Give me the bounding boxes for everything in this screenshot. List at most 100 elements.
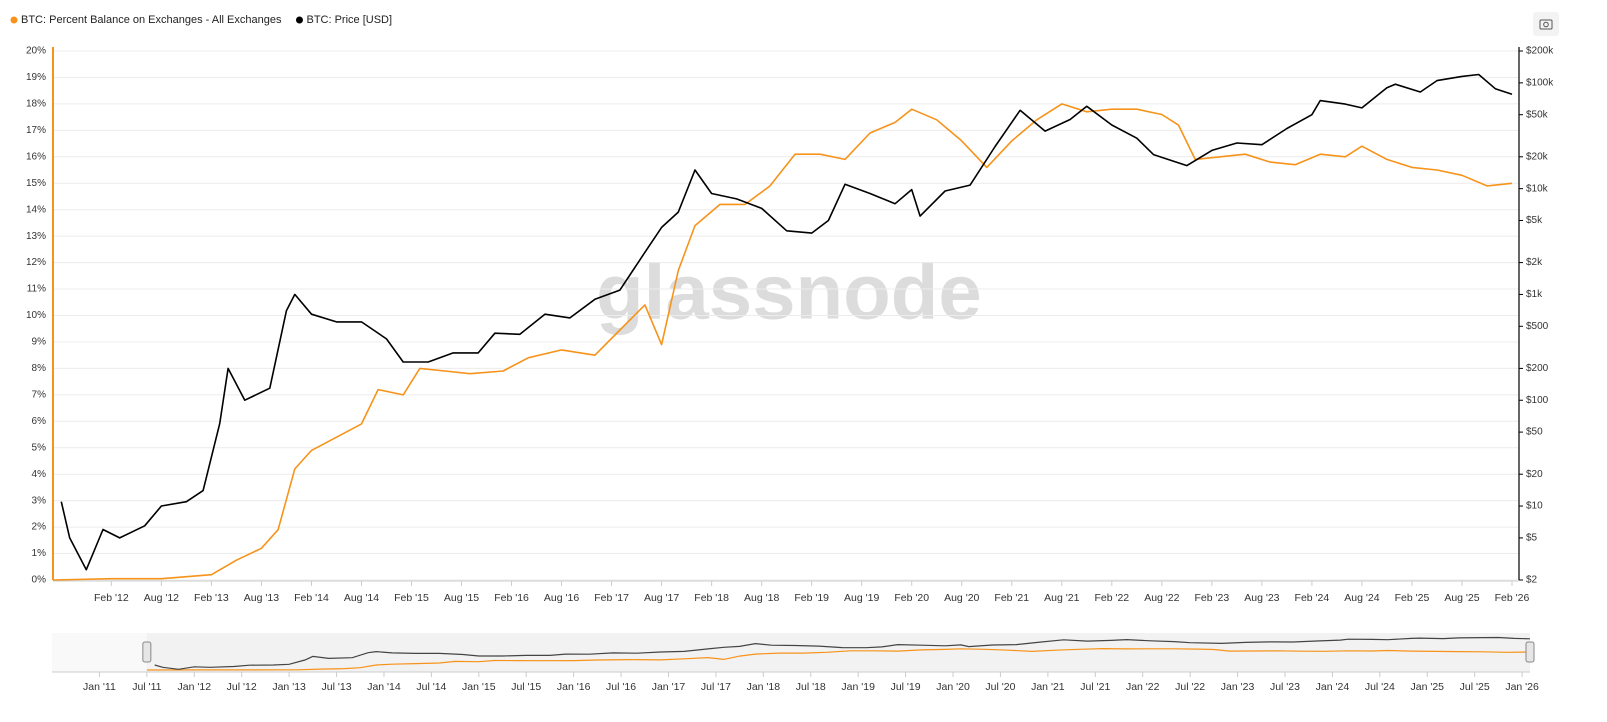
navigator-tick-label: Jul '12 — [227, 681, 257, 693]
navigator-tick-label: Jul '16 — [606, 681, 636, 693]
x-tick-label: Feb '26 — [1495, 592, 1530, 604]
x-tick-label: Aug '13 — [244, 592, 279, 604]
camera-bg[interactable] — [1533, 12, 1559, 36]
camera-lens[interactable] — [1543, 21, 1549, 28]
navigator-tick-label: Jan '22 — [1126, 681, 1160, 693]
legend-label: BTC: Price [USD] — [306, 14, 392, 26]
y2-tick-label: $2k — [1526, 257, 1543, 268]
navigator-tick-label: Jan '11 — [83, 681, 116, 693]
y-tick-label: 2% — [32, 522, 47, 533]
x-tick-label: Feb '19 — [794, 592, 829, 604]
y-tick-label: 0% — [32, 575, 47, 586]
navigator-tick-label: Jan '15 — [462, 681, 496, 693]
series-line — [60, 73, 1513, 571]
navigator-tick-label: Jul '15 — [511, 681, 541, 693]
navigator-tick-label: Jul '23 — [1270, 681, 1300, 693]
navigator-tick-label: Jan '26 — [1505, 681, 1539, 693]
y-tick-label: 12% — [26, 257, 46, 268]
y-tick-label: 20% — [26, 46, 46, 57]
y2-tick-label: $2 — [1526, 575, 1538, 586]
x-tick-label: Aug '20 — [944, 592, 979, 604]
navigator-tick-label: Jan '19 — [841, 681, 875, 693]
x-tick-label: Aug '14 — [344, 592, 379, 604]
navigator-tick-label: Jan '14 — [367, 681, 401, 693]
y-tick-label: 1% — [32, 548, 47, 559]
navigator-tick-label: Jan '23 — [1221, 681, 1255, 693]
y2-tick-label: $50k — [1526, 109, 1549, 120]
x-tick-label: Feb '17 — [594, 592, 629, 604]
y-tick-label: 19% — [26, 72, 46, 83]
navigator-tick-label: Jan '18 — [747, 681, 781, 693]
y2-tick-label: $20 — [1526, 469, 1543, 480]
y2-tick-label: $100k — [1526, 77, 1554, 88]
x-tick-label: Aug '16 — [544, 592, 579, 604]
legend-marker — [295, 16, 303, 24]
x-tick-label: Feb '21 — [994, 592, 1029, 604]
x-tick-label: Aug '12 — [144, 592, 179, 604]
x-tick-label: Feb '13 — [194, 592, 229, 604]
navigator-tick-label: Jan '20 — [936, 681, 970, 693]
y-tick-label: 13% — [26, 231, 46, 242]
navigator-tick-label: Jan '21 — [1031, 681, 1065, 693]
y-tick-label: 9% — [32, 337, 47, 348]
y-tick-label: 3% — [32, 495, 47, 506]
x-tick-label: Feb '15 — [394, 592, 429, 604]
y2-tick-label: $5 — [1526, 533, 1538, 544]
y2-tick-label: $5k — [1526, 215, 1543, 226]
navigator-tick-label: Jul '21 — [1080, 681, 1110, 693]
x-tick-label: Feb '12 — [94, 592, 129, 604]
x-tick-label: Feb '20 — [894, 592, 929, 604]
x-tick-label: Feb '18 — [694, 592, 729, 604]
y2-tick-label: $200 — [1526, 363, 1549, 374]
x-tick-label: Aug '17 — [644, 592, 679, 604]
navigator-tick-label: Jan '24 — [1316, 681, 1350, 693]
navigator-tick-label: Jul '25 — [1460, 681, 1490, 693]
navigator-tick-label: Jan '16 — [557, 681, 591, 693]
x-tick-label: Aug '19 — [844, 592, 879, 604]
x-tick-label: Feb '14 — [294, 592, 329, 604]
x-tick-label: Aug '21 — [1044, 592, 1079, 604]
y2-tick-label: $10k — [1526, 183, 1549, 194]
y2-tick-label: $1k — [1526, 289, 1543, 300]
navigator-mask — [52, 633, 147, 672]
y-tick-label: 5% — [32, 442, 47, 453]
x-tick-label: Feb '16 — [494, 592, 529, 604]
navigator-handle[interactable] — [1525, 641, 1535, 663]
x-tick-label: Feb '22 — [1094, 592, 1129, 604]
navigator-line — [146, 647, 1531, 671]
y-tick-label: 17% — [26, 125, 46, 136]
navigator-tick-label: Jul '20 — [985, 681, 1015, 693]
camera-icon[interactable] — [1539, 19, 1553, 30]
navigator-tick-label: Jul '14 — [416, 681, 446, 693]
y2-tick-label: $10 — [1526, 501, 1543, 512]
navigator-tick-label: Jan '12 — [178, 681, 212, 693]
x-tick-label: Feb '25 — [1395, 592, 1430, 604]
y-tick-label: 14% — [26, 204, 46, 215]
x-tick-label: Aug '15 — [444, 592, 479, 604]
navigator-tick-label: Jul '11 — [132, 681, 161, 693]
navigator-handle[interactable] — [142, 641, 152, 663]
navigator-tick-label: Jan '25 — [1410, 681, 1444, 693]
navigator-tick-label: Jul '19 — [891, 681, 921, 693]
y2-tick-label: $20k — [1526, 151, 1549, 162]
x-tick-label: Aug '18 — [744, 592, 779, 604]
y-tick-label: 15% — [26, 178, 46, 189]
navigator-tick-label: Jan '13 — [272, 681, 306, 693]
watermark: glassnode — [596, 248, 982, 336]
y2-tick-label: $500 — [1526, 321, 1549, 332]
navigator-tick-label: Jul '13 — [322, 681, 352, 693]
x-tick-label: Aug '23 — [1244, 592, 1279, 604]
x-tick-label: Feb '23 — [1195, 592, 1230, 604]
x-tick-label: Aug '22 — [1144, 592, 1179, 604]
navigator-tick-label: Jul '17 — [701, 681, 731, 693]
y-tick-label: 4% — [32, 469, 47, 480]
navigator-tick-label: Jul '22 — [1175, 681, 1205, 693]
y-tick-label: 16% — [26, 151, 46, 162]
y-tick-label: 6% — [32, 416, 47, 427]
y-tick-label: 11% — [27, 284, 46, 295]
camera-button[interactable] — [1533, 12, 1559, 36]
y-tick-label: 8% — [32, 363, 47, 374]
x-tick-label: Feb '24 — [1295, 592, 1330, 604]
navigator-tick-label: Jul '24 — [1365, 681, 1395, 693]
